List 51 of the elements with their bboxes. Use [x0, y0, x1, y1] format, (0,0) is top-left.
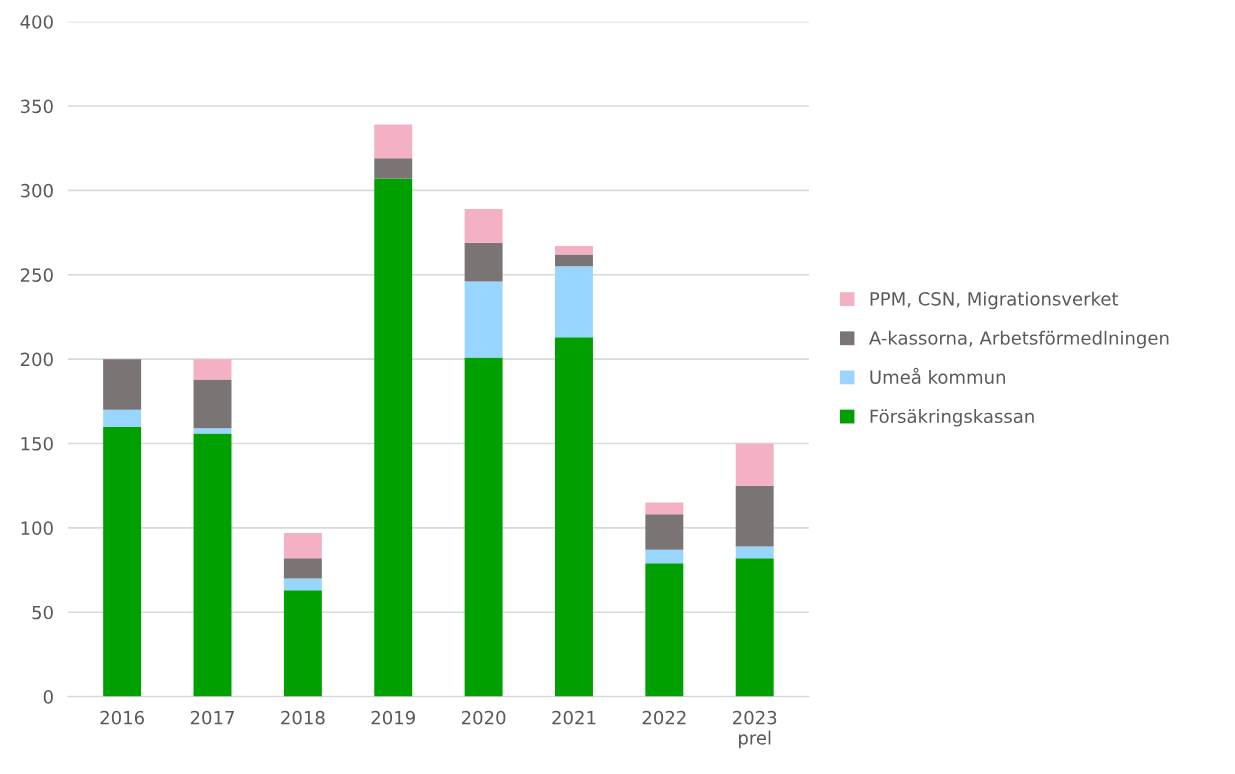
- bar: [464, 281, 503, 358]
- bar: [735, 443, 774, 486]
- bar: [374, 178, 413, 697]
- bar: [735, 485, 774, 547]
- bar: [283, 532, 322, 559]
- x-tick-label: 2021: [552, 710, 596, 725]
- bar: [735, 546, 774, 559]
- bar: [374, 124, 413, 159]
- bar: [193, 379, 232, 429]
- x-tick-label: 2018: [281, 710, 325, 725]
- x-tick-label: 2016: [100, 710, 144, 725]
- bar: [555, 254, 593, 267]
- bar: [193, 433, 232, 697]
- bar: [103, 409, 142, 427]
- y-tick-label: 200: [20, 352, 53, 367]
- y-tick-label: 400: [20, 15, 53, 29]
- bar: [555, 246, 593, 255]
- bar: [193, 428, 232, 434]
- bar: [464, 357, 503, 697]
- y-tick-label: 300: [20, 183, 53, 198]
- bar: [555, 266, 593, 338]
- bar: [645, 563, 684, 697]
- x-tick-label: 2017: [190, 710, 234, 725]
- bar: [464, 208, 503, 243]
- bar: [193, 359, 232, 380]
- x-tick-label: 2023 prel: [733, 710, 777, 749]
- y-tick-label: 100: [21, 521, 53, 535]
- x-tick-label: 2020: [461, 710, 506, 725]
- bar: [283, 558, 322, 579]
- bar: [283, 578, 322, 591]
- y-tick-label: 0: [43, 690, 53, 704]
- y-tick-label: 50: [32, 605, 53, 620]
- bar: [103, 426, 142, 697]
- legend-label: PPM, CSN, Migrationsverket: [870, 291, 1119, 310]
- bar: [735, 558, 774, 697]
- bar: [374, 158, 413, 179]
- legend-label: A-kassorna, Arbetsförmedlningen: [869, 330, 1169, 349]
- x-tick-label: 2022: [642, 710, 686, 725]
- bar: [555, 337, 593, 697]
- bar: [464, 242, 503, 282]
- bar: [645, 502, 684, 515]
- legend-label: Umeå kommun: [870, 367, 1005, 384]
- y-tick-label: 350: [20, 99, 53, 114]
- bar: [283, 590, 322, 697]
- bar: [103, 359, 142, 410]
- bar: [645, 514, 684, 550]
- x-tick-label: 2019: [371, 710, 415, 725]
- y-tick-label: 250: [20, 268, 53, 282]
- bar: [645, 549, 684, 564]
- y-tick-label: 150: [21, 436, 53, 451]
- legend-label: Försäkringskassan: [870, 409, 1034, 427]
